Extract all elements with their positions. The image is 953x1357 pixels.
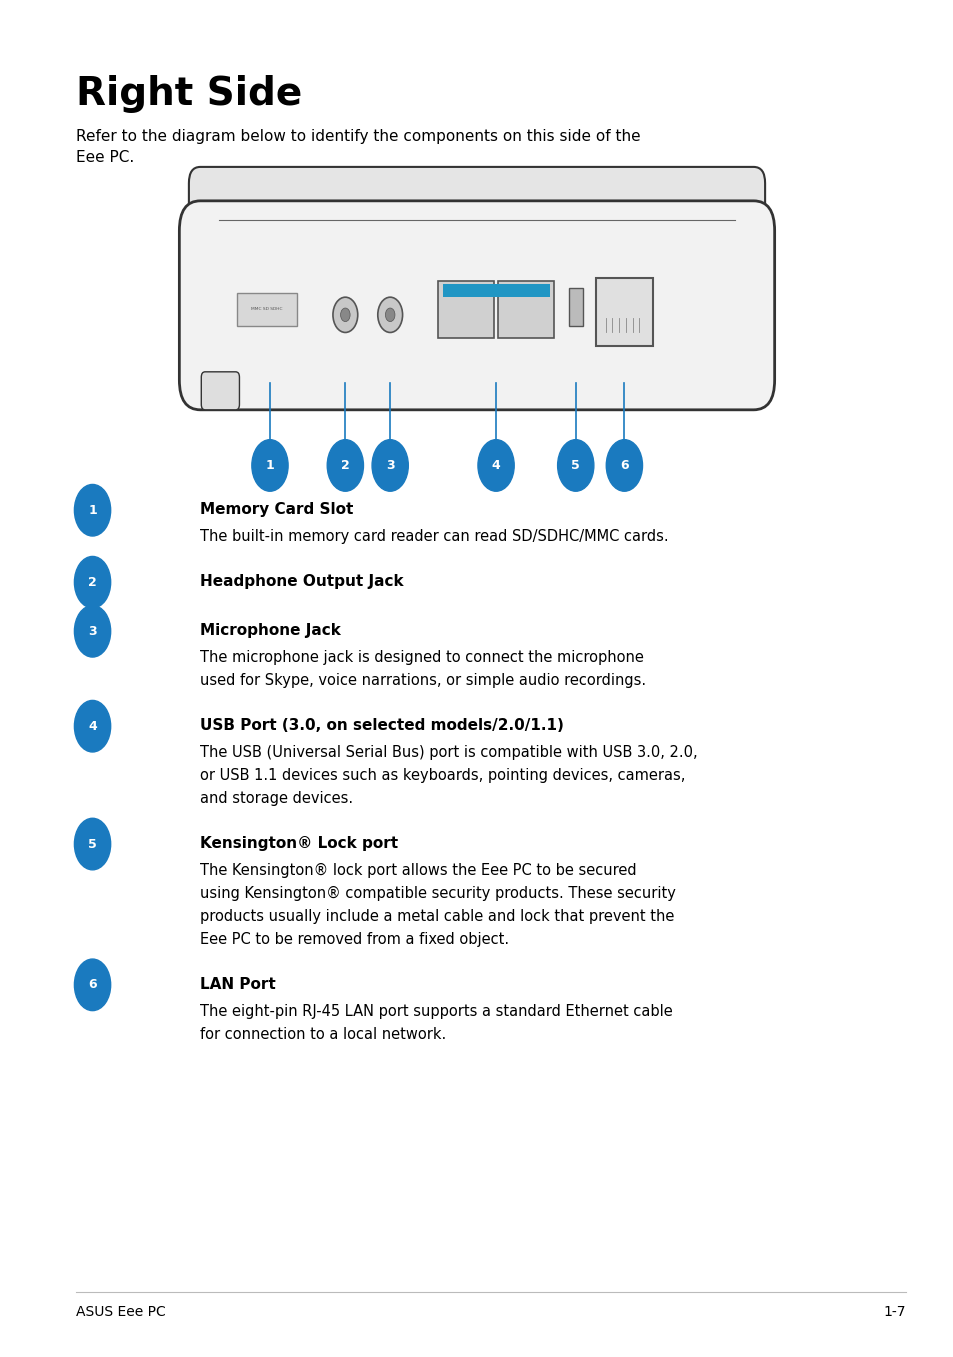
Text: ASUS Eee PC: ASUS Eee PC <box>76 1305 166 1319</box>
Text: MMC SD SDHC: MMC SD SDHC <box>251 308 282 311</box>
Text: 4: 4 <box>491 459 500 472</box>
Text: 1: 1 <box>265 459 274 472</box>
Circle shape <box>377 297 402 332</box>
Text: 6: 6 <box>88 978 97 992</box>
Circle shape <box>74 484 111 536</box>
Text: 1-7: 1-7 <box>882 1305 905 1319</box>
Text: 5: 5 <box>571 459 579 472</box>
FancyBboxPatch shape <box>179 201 774 410</box>
Circle shape <box>74 556 111 608</box>
Circle shape <box>477 440 514 491</box>
Text: The Kensington® lock port allows the Eee PC to be secured: The Kensington® lock port allows the Eee… <box>200 863 637 878</box>
Circle shape <box>557 440 593 491</box>
Text: 3: 3 <box>88 624 97 638</box>
Circle shape <box>74 959 111 1011</box>
Text: 4: 4 <box>88 719 97 733</box>
Text: The eight-pin RJ-45 LAN port supports a standard Ethernet cable: The eight-pin RJ-45 LAN port supports a … <box>200 1004 673 1019</box>
Circle shape <box>74 700 111 752</box>
Circle shape <box>74 605 111 657</box>
Text: Refer to the diagram below to identify the components on this side of the
Eee PC: Refer to the diagram below to identify t… <box>76 129 640 166</box>
Text: 6: 6 <box>619 459 628 472</box>
Circle shape <box>340 308 350 322</box>
Text: Headphone Output Jack: Headphone Output Jack <box>200 574 403 589</box>
Circle shape <box>252 440 288 491</box>
Text: Microphone Jack: Microphone Jack <box>200 623 341 638</box>
Text: The built-in memory card reader can read SD/SDHC/MMC cards.: The built-in memory card reader can read… <box>200 529 668 544</box>
Text: or USB 1.1 devices such as keyboards, pointing devices, cameras,: or USB 1.1 devices such as keyboards, po… <box>200 768 685 783</box>
Circle shape <box>385 308 395 322</box>
Circle shape <box>333 297 357 332</box>
Text: Memory Card Slot: Memory Card Slot <box>200 502 354 517</box>
Text: Right Side: Right Side <box>76 75 302 113</box>
Text: 2: 2 <box>340 459 350 472</box>
Text: The USB (Universal Serial Bus) port is compatible with USB 3.0, 2.0,: The USB (Universal Serial Bus) port is c… <box>200 745 698 760</box>
FancyBboxPatch shape <box>497 281 554 338</box>
Text: 1: 1 <box>88 503 97 517</box>
FancyBboxPatch shape <box>442 284 549 297</box>
Circle shape <box>606 440 642 491</box>
Text: The microphone jack is designed to connect the microphone: The microphone jack is designed to conne… <box>200 650 643 665</box>
Circle shape <box>372 440 408 491</box>
FancyBboxPatch shape <box>201 372 239 410</box>
Text: 3: 3 <box>385 459 395 472</box>
FancyBboxPatch shape <box>236 293 296 326</box>
FancyBboxPatch shape <box>437 281 494 338</box>
Text: 5: 5 <box>88 837 97 851</box>
Text: for connection to a local network.: for connection to a local network. <box>200 1027 446 1042</box>
Text: and storage devices.: and storage devices. <box>200 791 354 806</box>
Text: LAN Port: LAN Port <box>200 977 275 992</box>
FancyBboxPatch shape <box>596 278 652 346</box>
Text: products usually include a metal cable and lock that prevent the: products usually include a metal cable a… <box>200 909 674 924</box>
Circle shape <box>74 818 111 870</box>
FancyBboxPatch shape <box>568 288 582 326</box>
Text: Eee PC to be removed from a fixed object.: Eee PC to be removed from a fixed object… <box>200 932 509 947</box>
Text: 2: 2 <box>88 575 97 589</box>
Text: Kensington® Lock port: Kensington® Lock port <box>200 836 398 851</box>
FancyBboxPatch shape <box>189 167 764 251</box>
Text: USB Port (3.0, on selected models/2.0/1.1): USB Port (3.0, on selected models/2.0/1.… <box>200 718 563 733</box>
Text: using Kensington® compatible security products. These security: using Kensington® compatible security pr… <box>200 886 676 901</box>
Text: used for Skype, voice narrations, or simple audio recordings.: used for Skype, voice narrations, or sim… <box>200 673 646 688</box>
Circle shape <box>327 440 363 491</box>
